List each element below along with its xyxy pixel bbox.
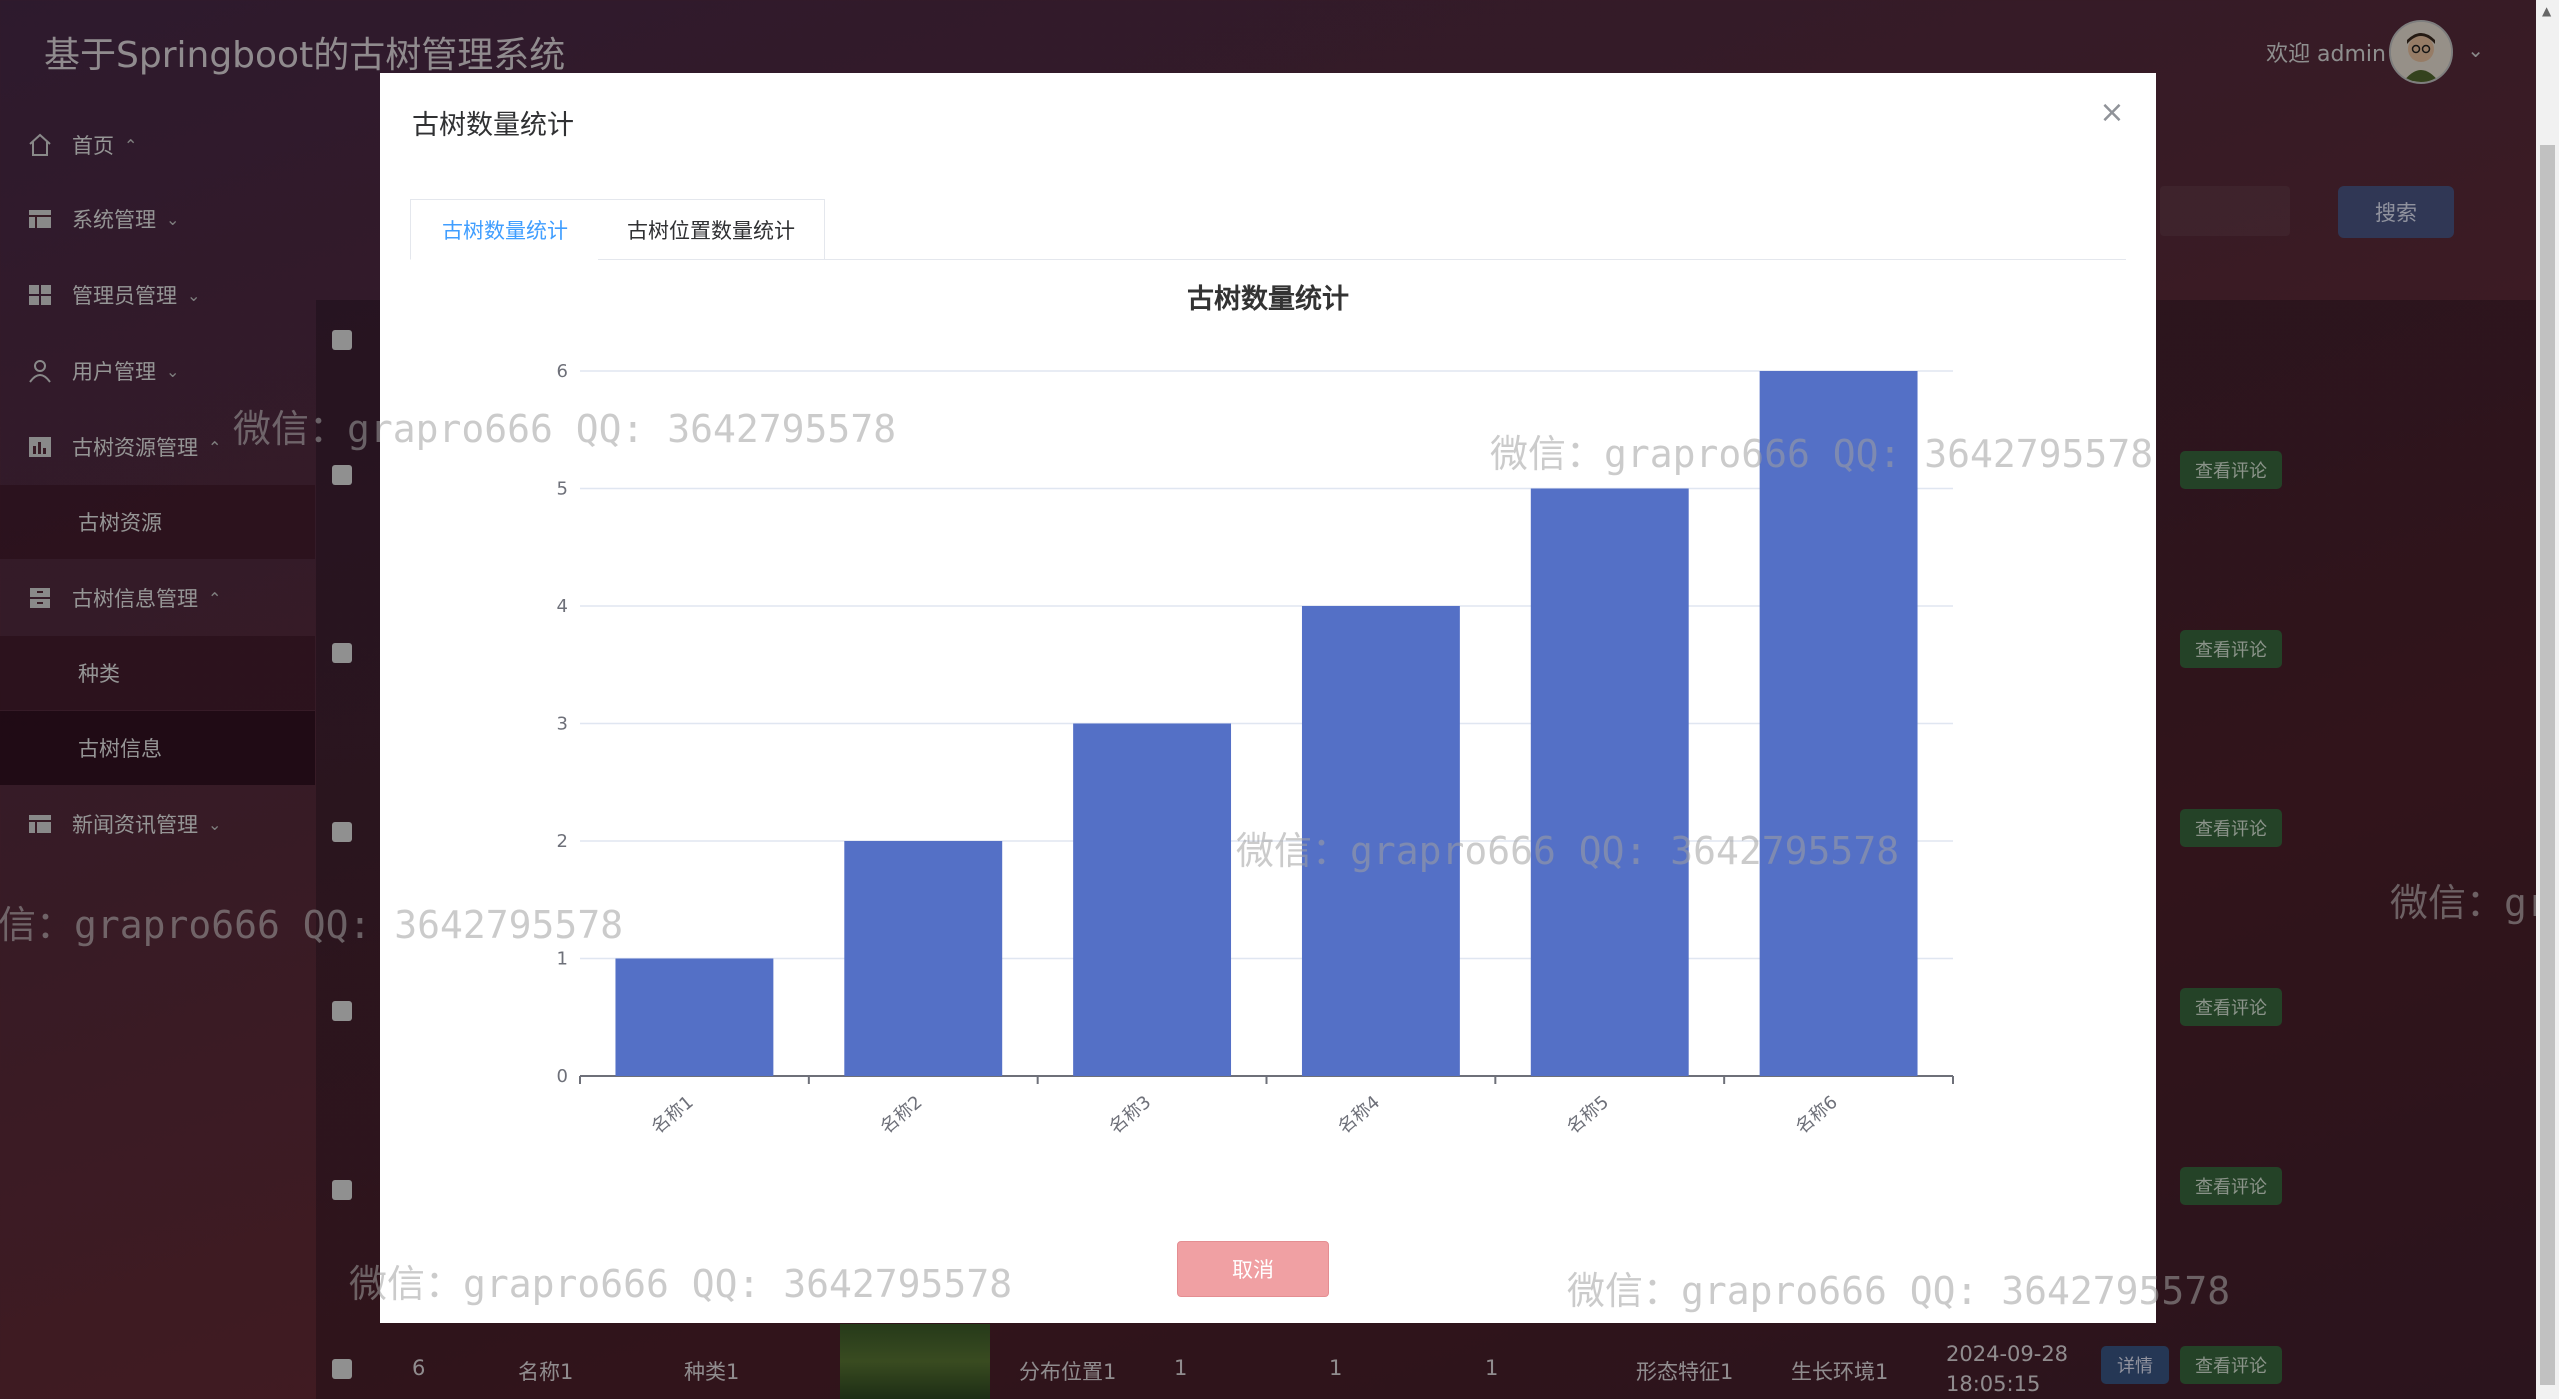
x-tick-label: 名称1 <box>648 1092 698 1139</box>
chevron-up-icon: ⌃ <box>124 135 138 155</box>
chevron-down-icon: ⌄ <box>208 814 222 834</box>
cancel-button[interactable]: 取消 <box>1177 1241 1329 1297</box>
close-icon[interactable]: × <box>2099 95 2125 130</box>
row-feature: 形态特征1 <box>1636 1360 1734 1384</box>
dialog-title: 古树数量统计 <box>412 110 574 141</box>
chart-bar <box>1759 371 1918 1076</box>
detail-button[interactable]: 详情 <box>2101 1346 2169 1384</box>
tree-thumbnail[interactable] <box>840 1324 990 1399</box>
chart-bar <box>844 841 1003 1076</box>
sidebar-item-label: 首页 <box>72 134 114 158</box>
page-scrollbar[interactable]: ▲ <box>2536 0 2559 1399</box>
scroll-up-icon[interactable]: ▲ <box>2542 4 2552 18</box>
sidebar-item-label: 用户管理 <box>72 360 156 384</box>
x-tick-label: 名称5 <box>1563 1092 1613 1139</box>
chevron-up-icon: ⌃ <box>208 588 222 608</box>
chart-bar <box>1301 606 1460 1076</box>
x-tick-label: 名称6 <box>1792 1092 1842 1139</box>
sidebar-item-tree-resources[interactable]: 古树资源管理 ⌃ <box>0 410 315 484</box>
view-comments-button[interactable]: 查看评论 <box>2180 988 2282 1026</box>
news-icon <box>26 810 54 838</box>
chevron-down-icon[interactable]: ⌄ <box>2467 38 2484 62</box>
y-tick-label: 2 <box>557 831 568 852</box>
y-tick-label: 0 <box>557 1066 568 1087</box>
user-avatar-icon <box>2391 22 2451 82</box>
sidebar-subitem-species[interactable]: 种类 <box>0 636 315 710</box>
bar-chart-icon <box>26 433 54 461</box>
chevron-down-icon: ⌄ <box>187 285 201 305</box>
y-tick-label: 5 <box>557 479 568 500</box>
row-date: 2024-09-28 <box>1946 1342 2069 1366</box>
sidebar-subitem-tree-info[interactable]: 古树信息 <box>0 711 315 785</box>
sidebar-item-news[interactable]: 新闻资讯管理 ⌄ <box>0 787 315 861</box>
sidebar-item-tree-info[interactable]: 古树信息管理 ⌃ <box>0 561 315 635</box>
tab-tree-count[interactable]: 古树数量统计 <box>410 199 600 260</box>
top-bar: 基于Springboot的古树管理系统 欢迎 admin ⌄ <box>0 0 2536 105</box>
view-comments-button[interactable]: 查看评论 <box>2180 809 2282 847</box>
row-checkbox[interactable] <box>332 1180 352 1200</box>
sidebar-item-label: 古树信息 <box>78 737 162 761</box>
sidebar-item-label: 古树资源管理 <box>72 436 198 460</box>
row-col-1: 1 <box>1174 1356 1188 1380</box>
sidebar-item-label: 新闻资讯管理 <box>72 813 198 837</box>
sidebar-item-label: 系统管理 <box>72 208 156 232</box>
user-icon <box>26 357 54 385</box>
sidebar-item-admin[interactable]: 管理员管理 ⌄ <box>0 258 315 332</box>
chevron-down-icon: ⌄ <box>166 209 180 229</box>
x-tick-label: 名称4 <box>1334 1092 1384 1139</box>
chart-bar <box>1530 488 1689 1076</box>
sidebar-item-label: 管理员管理 <box>72 284 177 308</box>
sidebar-item-label: 种类 <box>78 662 120 686</box>
row-col-3: 1 <box>1485 1356 1499 1380</box>
tab-location-count[interactable]: 古树位置数量统计 <box>598 199 825 260</box>
view-comments-button[interactable]: 查看评论 <box>2180 1167 2282 1205</box>
x-tick-label: 名称3 <box>1105 1092 1155 1139</box>
scrollbar-thumb[interactable] <box>2540 145 2555 1385</box>
view-comments-button[interactable]: 查看评论 <box>2180 451 2282 489</box>
chart-bar <box>1073 723 1232 1076</box>
avatar[interactable] <box>2389 20 2453 84</box>
sidebar-item-system[interactable]: 系统管理 ⌄ <box>0 182 315 256</box>
sidebar-item-users[interactable]: 用户管理 ⌄ <box>0 334 315 408</box>
row-location: 分布位置1 <box>1019 1360 1117 1384</box>
row-environment: 生长环境1 <box>1791 1360 1889 1384</box>
row-index: 6 <box>412 1356 426 1380</box>
y-tick-label: 4 <box>557 596 568 617</box>
row-checkbox[interactable] <box>332 643 352 663</box>
table-icon <box>26 205 54 233</box>
row-checkbox[interactable] <box>332 822 352 842</box>
bar-chart: 古树数量统计 0 1 2 3 4 5 6 名称1 名称2 名称3 名称4 名称5 名称6 <box>557 283 1954 1139</box>
chevron-up-icon: ⌃ <box>208 437 222 457</box>
row-species: 种类1 <box>684 1360 740 1384</box>
chart-title: 古树数量统计 <box>1187 283 1349 315</box>
row-checkbox[interactable] <box>332 465 352 485</box>
row-time: 18:05:15 <box>1946 1372 2041 1396</box>
row-checkbox[interactable] <box>332 1001 352 1021</box>
tab-bar: 古树数量统计 古树位置数量统计 <box>410 199 2126 260</box>
y-tick-label: 1 <box>557 949 568 970</box>
row-col-2: 1 <box>1329 1356 1343 1380</box>
grid-icon <box>26 281 54 309</box>
sidebar-item-label: 古树资源 <box>78 511 162 535</box>
row-name: 名称1 <box>518 1360 574 1384</box>
home-icon <box>26 131 54 159</box>
sidebar-item-home[interactable]: 首页 ⌃ <box>0 108 315 182</box>
sidebar-item-label: 古树信息管理 <box>72 587 198 611</box>
view-comments-button[interactable]: 查看评论 <box>2180 630 2282 668</box>
search-button[interactable]: 搜索 <box>2338 186 2454 238</box>
welcome-text: 欢迎 admin <box>2266 42 2386 67</box>
y-tick-label: 6 <box>557 361 568 382</box>
app-title: 基于Springboot的古树管理系统 <box>44 35 566 76</box>
sidebar-subitem-tree-resource[interactable]: 古树资源 <box>0 485 315 559</box>
select-all-checkbox[interactable] <box>332 330 352 350</box>
y-tick-label: 3 <box>557 714 568 735</box>
filter-select[interactable] <box>2160 186 2290 236</box>
row-checkbox[interactable] <box>332 1359 352 1379</box>
chevron-down-icon: ⌄ <box>166 361 180 381</box>
view-comments-button[interactable]: 查看评论 <box>2180 1346 2282 1384</box>
x-tick-label: 名称2 <box>877 1092 927 1139</box>
archive-icon <box>26 584 54 612</box>
statistics-dialog: 古树数量统计 × 古树数量统计 古树位置数量统计 古树数量统计 0 1 2 3 4 5 6 … <box>380 73 2156 1323</box>
chart-bar <box>615 958 774 1076</box>
